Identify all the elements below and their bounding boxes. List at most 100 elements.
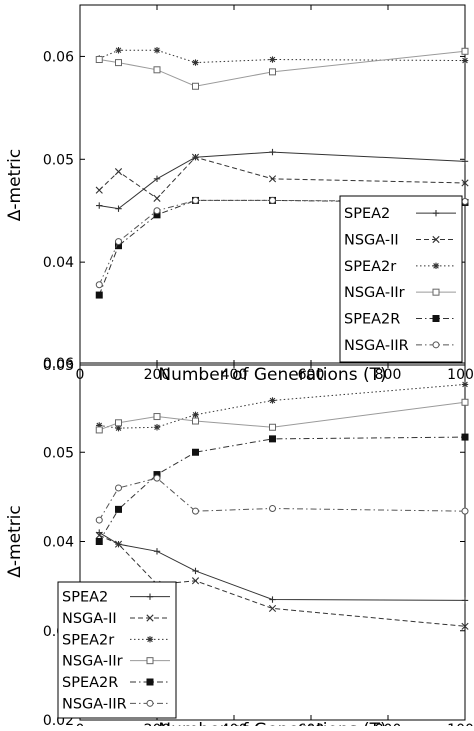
data-point bbox=[153, 207, 161, 215]
legend-item: NSGA-IIr bbox=[62, 654, 170, 670]
data-point bbox=[461, 622, 469, 630]
y-tick-label: 0.05 bbox=[43, 152, 74, 168]
data-point bbox=[269, 148, 276, 156]
data-point bbox=[95, 291, 103, 299]
x-tick-label: 600 bbox=[298, 367, 325, 383]
legend-item: SPEA2 bbox=[344, 206, 456, 222]
legend-item: SPEA2r bbox=[62, 632, 170, 648]
data-point bbox=[461, 433, 469, 441]
data-point bbox=[461, 507, 469, 515]
legend-marker bbox=[432, 262, 440, 270]
legend-marker bbox=[432, 288, 440, 296]
legend-label: NSGA-IIR bbox=[344, 338, 409, 354]
data-point bbox=[153, 474, 161, 482]
series-NSGA-IIR bbox=[95, 196, 469, 289]
data-point bbox=[115, 47, 122, 54]
series-line bbox=[98, 477, 466, 521]
data-point bbox=[269, 56, 276, 63]
data-point bbox=[192, 196, 199, 204]
y-tick-label: 0.04 bbox=[43, 535, 74, 551]
legend-label: SPEA2 bbox=[62, 590, 108, 606]
series-line bbox=[98, 156, 466, 200]
legend-label: SPEA2r bbox=[344, 259, 396, 275]
series-NSGA-IIr bbox=[95, 398, 469, 434]
legend-item: SPEA2R bbox=[344, 312, 456, 328]
x-tick-label: 800 bbox=[375, 367, 402, 383]
legend-label: SPEA2R bbox=[62, 675, 118, 691]
x-tick-label: 0 bbox=[76, 722, 85, 726]
legend: SPEA2 NSGA-II SPEA2r NSGA-IIr SPEA2R NSGA-IIR bbox=[339, 195, 463, 363]
data-point bbox=[192, 417, 199, 425]
series-NSGA-II bbox=[95, 153, 469, 202]
y-tick-label: 0.06 bbox=[43, 49, 74, 65]
series-NSGA-IIr bbox=[95, 47, 469, 90]
data-point bbox=[268, 604, 277, 613]
legend-label: NSGA-IIr bbox=[344, 285, 405, 301]
legend-marker bbox=[146, 657, 154, 665]
data-point bbox=[115, 238, 122, 246]
data-point bbox=[95, 281, 103, 289]
y-axis-label: Δ-metric bbox=[5, 149, 25, 222]
data-point bbox=[192, 82, 199, 90]
legend-item: NSGA-IIr bbox=[344, 285, 456, 301]
data-point bbox=[461, 57, 469, 64]
data-point bbox=[96, 422, 103, 429]
data-point bbox=[461, 597, 469, 604]
data-point bbox=[192, 507, 199, 515]
x-tick-label: 200 bbox=[144, 367, 171, 383]
legend-marker bbox=[146, 636, 154, 643]
series-line bbox=[99, 49, 466, 64]
y-axis-label: Δ-metric bbox=[5, 505, 25, 578]
series-line bbox=[99, 383, 466, 429]
y-tick-label: 0.06 bbox=[43, 356, 74, 372]
data-point bbox=[96, 202, 103, 209]
legend-label: NSGA-IIR bbox=[62, 696, 127, 712]
data-point bbox=[153, 424, 161, 431]
legend-label: SPEA2r bbox=[62, 632, 114, 648]
plot-frame bbox=[79, 4, 466, 366]
legend-label: NSGA-IIr bbox=[62, 654, 123, 670]
data-point bbox=[115, 419, 122, 427]
legend-label: NSGA-II bbox=[62, 611, 117, 627]
legend-item: SPEA2R bbox=[62, 675, 170, 691]
legend-marker bbox=[432, 315, 440, 322]
legend-box bbox=[339, 195, 463, 363]
data-point bbox=[153, 194, 161, 202]
legend-marker bbox=[432, 209, 440, 217]
data-point bbox=[269, 504, 276, 512]
data-point bbox=[461, 47, 469, 55]
data-point bbox=[461, 197, 469, 205]
legend-marker bbox=[432, 341, 440, 349]
y-tick-label: 0.04 bbox=[43, 255, 74, 271]
legend-item: SPEA2 bbox=[62, 590, 170, 606]
legend-marker bbox=[146, 593, 154, 600]
legend-label: SPEA2 bbox=[344, 206, 390, 222]
legend-marker bbox=[432, 235, 440, 244]
legend-item: NSGA-IIR bbox=[62, 696, 170, 712]
x-tick-label: 400 bbox=[221, 367, 248, 383]
data-point bbox=[461, 398, 469, 406]
data-point bbox=[192, 567, 199, 575]
data-point bbox=[114, 168, 123, 176]
data-point bbox=[115, 505, 122, 513]
data-point bbox=[115, 484, 122, 492]
data-point bbox=[269, 596, 276, 603]
data-point bbox=[95, 538, 103, 545]
data-point bbox=[269, 68, 276, 76]
legend-item: NSGA-II bbox=[344, 233, 456, 249]
series-SPEA2 bbox=[96, 148, 469, 212]
data-point bbox=[191, 577, 200, 585]
data-point bbox=[269, 423, 276, 431]
data-point bbox=[191, 153, 200, 161]
data-point bbox=[115, 205, 122, 212]
data-point bbox=[153, 66, 161, 74]
data-point bbox=[192, 411, 199, 418]
series-NSGA-IIR bbox=[95, 474, 469, 524]
data-point bbox=[153, 175, 161, 183]
data-point bbox=[269, 435, 276, 443]
x-axis-label: Number of Generations (T) bbox=[158, 365, 386, 385]
series-line bbox=[98, 436, 466, 542]
chart-panel-1: 020040060080010000.030.040.050.06Number … bbox=[5, 4, 474, 385]
